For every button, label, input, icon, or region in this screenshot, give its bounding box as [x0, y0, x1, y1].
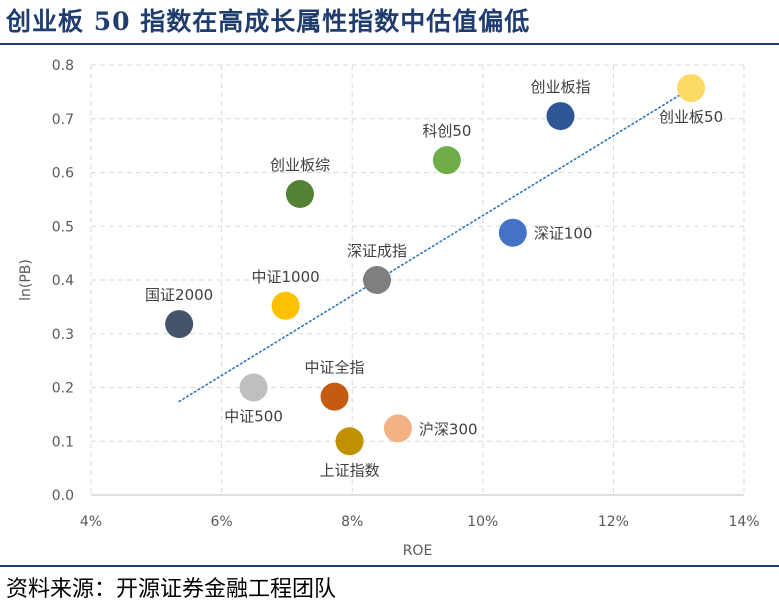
point-label: 深证100 [534, 225, 593, 243]
x-tick-label: 6% [210, 514, 232, 530]
trendline-group [178, 87, 692, 403]
data-point [363, 266, 392, 294]
data-point [320, 382, 349, 411]
point-label: 创业板50 [659, 108, 723, 126]
x-tick-label: 14% [728, 514, 759, 530]
page-title: 创业板 50 指数在高成长属性指数中估值偏低 [6, 7, 531, 36]
data-point [165, 310, 194, 339]
x-tick-label: 12% [598, 514, 629, 530]
point-label: 深证成指 [347, 242, 407, 260]
y-tick-label: 0.2 [52, 381, 74, 397]
data-point [677, 74, 706, 103]
point-label: 中证1000 [252, 268, 320, 286]
y-tick-label: 0.4 [52, 273, 74, 289]
point-label: 创业板综 [270, 156, 330, 174]
axes: 0.0 0.1 0.2 0.3 0.4 0.5 0.6 0.7 0.8 4% 6% 8% 10% 12% 1… [52, 58, 760, 530]
point-label: 上证指数 [320, 461, 380, 479]
point-label: 中证500 [224, 408, 283, 426]
point-label: 科创50 [422, 122, 471, 140]
data-point [239, 373, 268, 402]
trendline [178, 87, 692, 403]
y-tick-label: 0.7 [52, 112, 74, 128]
point-label: 创业板指 [530, 78, 590, 96]
point-label: 国证2000 [145, 286, 213, 304]
scatter-chart: 0.0 0.1 0.2 0.3 0.4 0.5 0.6 0.7 0.8 4% 6% 8% 10% 12% 1… [18, 58, 760, 559]
footer-divider [0, 565, 779, 567]
y-axis-title: ln(PB) [18, 259, 34, 301]
data-point [285, 180, 314, 208]
title-divider [0, 43, 779, 45]
y-tick-label: 0.3 [52, 327, 74, 343]
x-axis-title: ROE [403, 543, 433, 559]
y-tick-label: 0.1 [52, 434, 74, 450]
point-label: 中证全指 [305, 359, 365, 377]
y-tick-label: 0.6 [52, 166, 74, 182]
gridlines [90, 64, 745, 495]
point-label: 沪深300 [419, 420, 478, 438]
x-tick-label: 8% [341, 514, 363, 530]
data-point [546, 102, 575, 131]
data-point [432, 146, 461, 175]
data-point [498, 218, 527, 247]
data-point [383, 414, 412, 443]
x-tick-label: 4% [80, 514, 102, 530]
data-point [271, 291, 300, 320]
source-note: 资料来源：开源证券金融工程团队 [6, 577, 337, 602]
data-point [335, 427, 364, 456]
x-tick-label: 10% [467, 514, 498, 530]
data-points [165, 74, 706, 456]
y-tick-label: 0.0 [52, 488, 74, 504]
y-tick-label: 0.5 [52, 219, 74, 235]
y-tick-label: 0.8 [52, 58, 74, 74]
